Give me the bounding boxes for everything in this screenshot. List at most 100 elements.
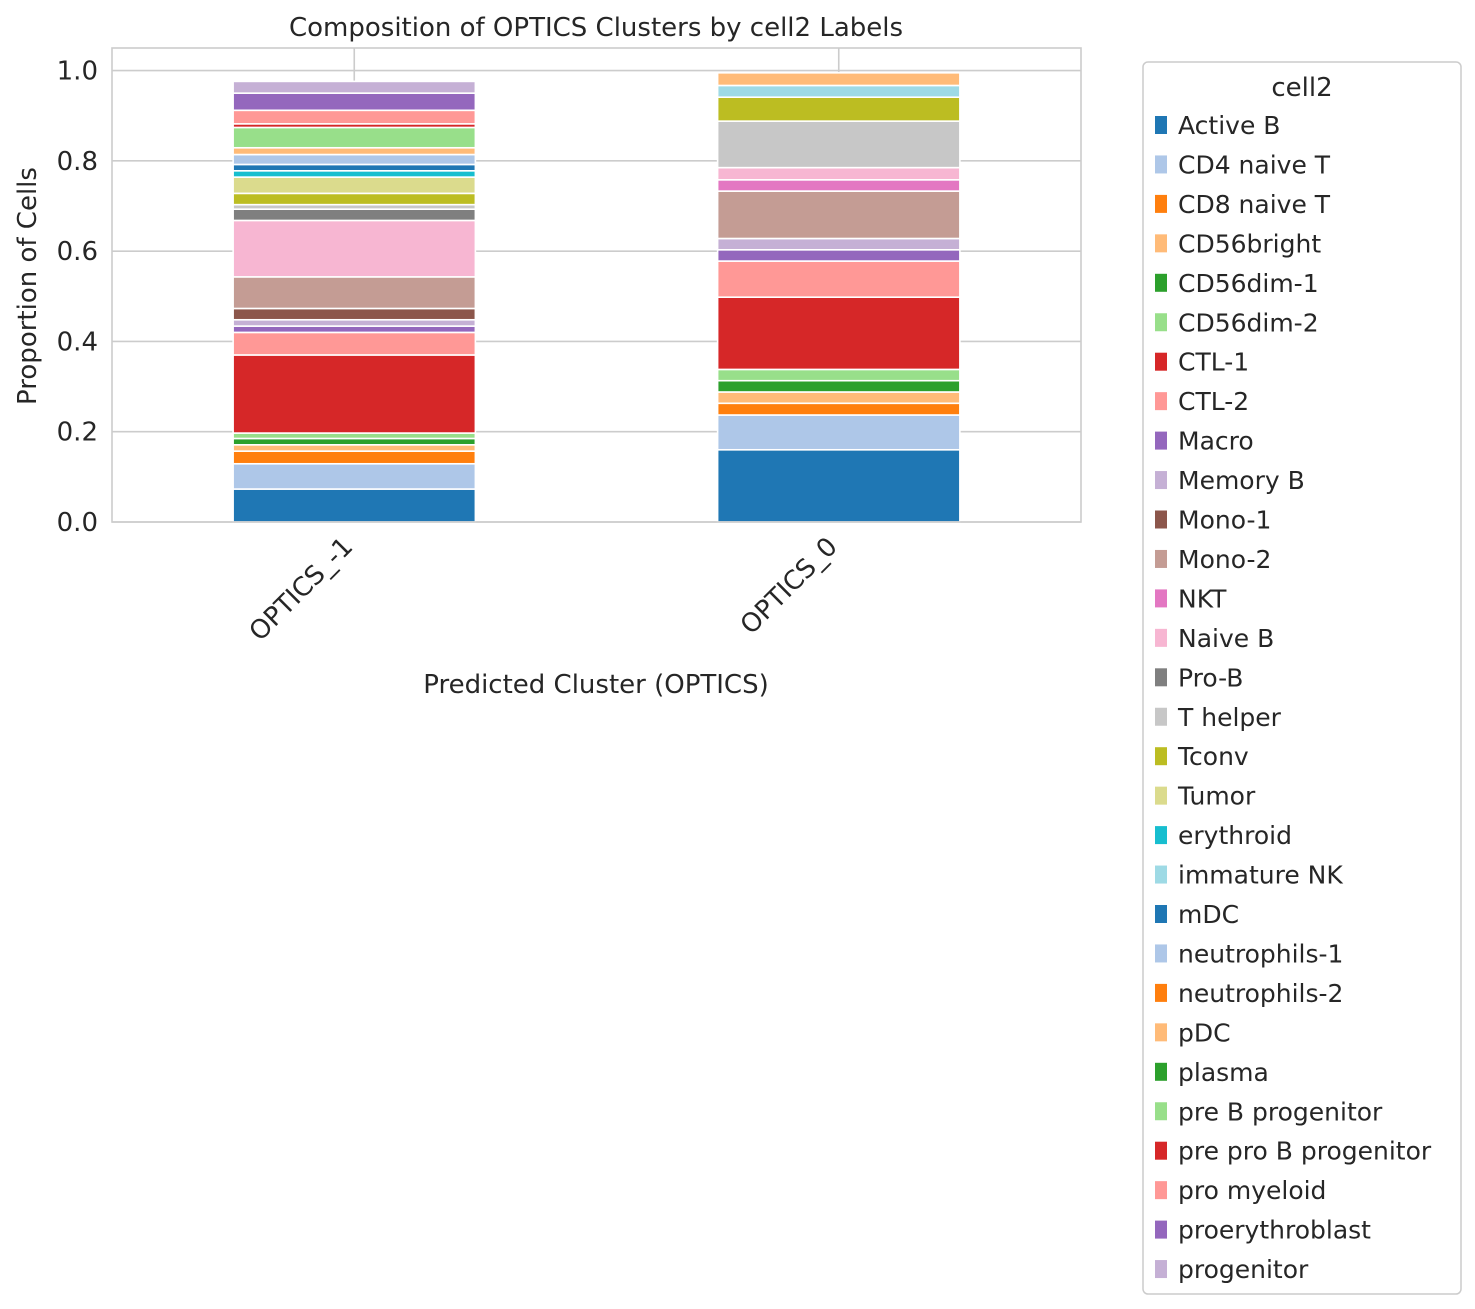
bar-segment [232,488,477,523]
legend-swatch [1155,352,1167,371]
legend-label: CTL-2 [1178,387,1249,416]
legend-label: CD56dim-2 [1178,308,1319,337]
bar-segment [716,179,961,192]
legend-label: pDC [1178,1018,1231,1047]
bar-segment [716,402,961,416]
legend-label: progenitor [1178,1255,1309,1284]
bar-segment [716,72,961,87]
y-axis-label: Proportion of Cells [13,167,43,405]
legend-swatch [1155,707,1167,726]
legend-swatch [1155,155,1167,174]
bar-segment [716,120,961,169]
legend-swatch [1155,944,1167,963]
bar-segment [716,96,961,122]
bar-segment [716,391,961,405]
bar-segment [232,208,477,222]
legend-swatch [1155,668,1167,687]
legend-swatch [1155,747,1167,766]
bar-segments [232,72,961,523]
bar-segment [716,190,961,240]
bar-segment [232,276,477,310]
y-tick-label: 0.2 [57,418,98,448]
bar-segment [232,462,477,490]
bar-segment [716,237,961,251]
legend-label: erythroid [1178,821,1292,850]
legend-swatch [1155,628,1167,647]
legend-box [1142,61,1462,1295]
bar-segment [716,248,961,262]
legend-swatch [1155,1181,1167,1200]
legend-label: immature NK [1178,861,1343,890]
legend-swatch [1155,1023,1167,1042]
legend-label: Active B [1178,111,1280,140]
legend: cell2 Active B CD4 naive T CD8 naive T CD56… [1142,61,1462,1295]
bar-segment [232,169,477,178]
bar-segment [716,260,961,298]
legend-swatch [1155,116,1167,134]
bar-segment [716,296,961,371]
legend-swatch [1155,1141,1167,1160]
legend-label: neutrophils-2 [1178,979,1343,1008]
legend-swatch [1155,194,1167,213]
legend-label: CTL-1 [1178,348,1249,377]
plot-frame [111,47,1082,523]
legend-title: cell2 [1271,73,1332,103]
legend-swatch [1155,313,1167,332]
bar-segment [232,450,477,465]
legend-label: pro myeloid [1178,1176,1326,1205]
legend-label: CD56bright [1178,229,1321,258]
legend-label: Pro-B [1178,663,1243,692]
bar-segment [716,414,961,451]
legend-swatch [1155,589,1167,608]
legend-swatch [1155,234,1167,253]
legend-label: neutrophils-1 [1178,939,1343,968]
legend-swatch [1155,786,1167,805]
legend-swatch [1155,826,1167,845]
bar-segment [232,109,477,125]
bar-segment [232,331,477,356]
chart-title: Composition of OPTICS Clusters by cell2 … [289,13,903,43]
legend-label: proerythroblast [1178,1216,1371,1245]
y-tick-label: 0.8 [57,147,98,177]
bar-segment [232,318,477,327]
x-tick-label: OPTICS_0 [735,532,844,641]
legend-swatch [1155,549,1167,568]
bar-segment [232,163,477,172]
legend-swatch [1155,471,1167,490]
y-tick-label: 0.0 [57,508,98,538]
legend-label: NKT [1178,584,1227,613]
bar-segment [716,448,961,523]
bar-segment [232,354,477,434]
y-tick-label: 0.6 [57,237,98,267]
legend-label: CD8 naive T [1178,190,1331,219]
legend-label: Naive B [1178,624,1274,653]
legend-swatch [1155,905,1167,923]
legend-label: pre pro B progenitor [1178,1137,1432,1166]
y-tick-labels: 0.0 0.2 0.4 0.6 0.8 1.0 [57,57,98,538]
bar-segment [232,219,477,278]
bar-segment [232,176,477,195]
bar-segment [716,379,961,393]
legend-swatch [1155,273,1167,292]
legend-swatch [1155,431,1167,450]
bar-segment [716,84,961,99]
bar-segment [232,437,477,446]
bar-segment [232,432,477,440]
bar-segment [232,192,477,206]
bar-segment [232,146,477,156]
legend-label: mDC [1178,900,1239,929]
legend-swatch [1155,1102,1167,1121]
legend-swatch [1155,1260,1167,1279]
y-tick-label: 0.4 [57,327,98,357]
bar-segment [716,368,961,382]
bar-segment [232,444,477,452]
bar-segment [232,325,477,334]
legend-swatch [1155,865,1167,884]
x-axis-label: Predicted Cluster (OPTICS) [423,670,769,700]
legend-label: Macro [1178,427,1254,456]
legend-swatch [1155,392,1167,411]
bar-segment [232,153,477,166]
legend-entries: Active B CD4 naive T CD8 naive T CD56bright… [1155,111,1432,1284]
legend-label: pre B progenitor [1178,1097,1383,1126]
legend-swatch [1155,510,1167,529]
